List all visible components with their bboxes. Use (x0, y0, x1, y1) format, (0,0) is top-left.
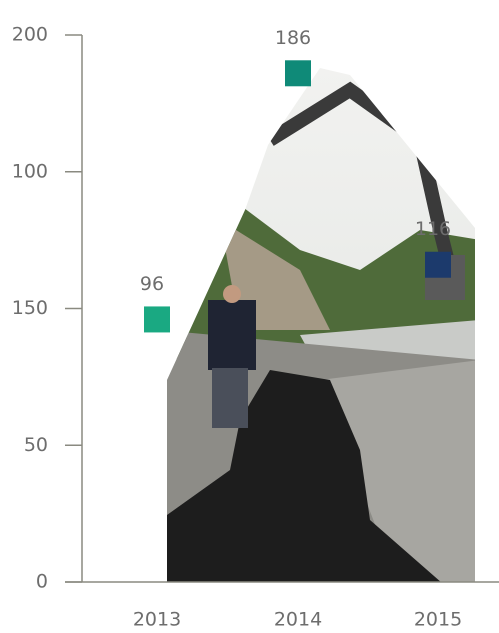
y-tick-label: 200 (12, 24, 48, 46)
x-tick-label: 2014 (274, 609, 322, 631)
data-label: 116 (415, 218, 451, 240)
photo (167, 68, 475, 582)
data-label: 96 (140, 273, 164, 295)
x-tick-label: 2013 (133, 609, 181, 631)
y-tick-label: 150 (12, 297, 48, 319)
y-tick-label: 0 (36, 571, 48, 593)
y-tick-label: 50 (24, 434, 48, 456)
data-label: 186 (275, 27, 311, 49)
x-tick-label: 2015 (414, 609, 462, 631)
marker (144, 306, 170, 333)
marker (425, 251, 451, 278)
marker (285, 60, 311, 87)
y-tick-label: 100 (12, 160, 48, 182)
